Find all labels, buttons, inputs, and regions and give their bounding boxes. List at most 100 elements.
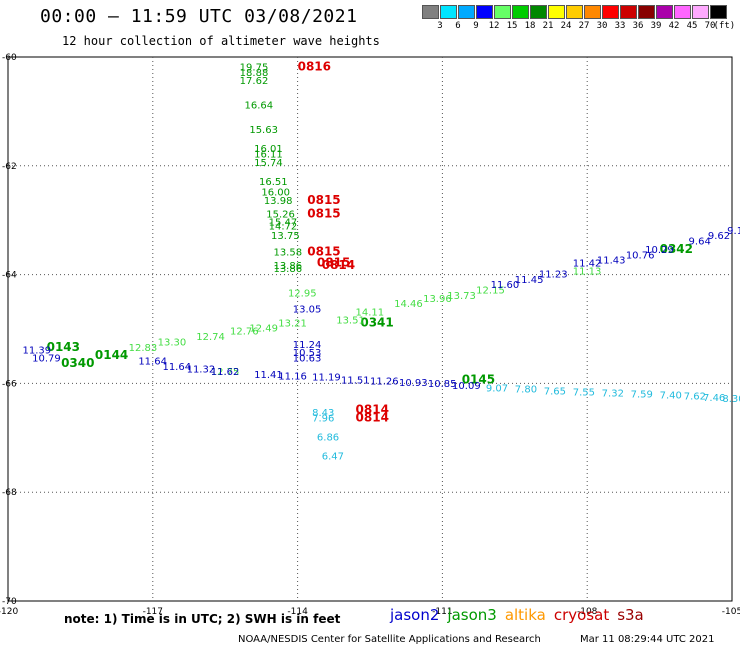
colorbar-tick: 24 <box>560 21 572 31</box>
colorbar-swatch <box>638 5 655 19</box>
wave-height-label: 11.26 <box>370 376 399 387</box>
wave-height-label: 10.76 <box>626 250 655 261</box>
wave-height-label: 13.30 <box>158 337 187 348</box>
wave-height-label: 11.23 <box>539 269 568 280</box>
wave-height-label: 14.72 <box>269 221 298 232</box>
wave-height-label: 13.51 <box>336 316 365 327</box>
wave-height-label: 11.32 <box>187 365 216 376</box>
wave-height-label: 10.53 <box>293 348 322 359</box>
colorbar-swatch <box>494 5 511 19</box>
wave-height-label: 13.05 <box>293 305 322 316</box>
page-title: 00:00 – 11:59 UTC 03/08/2021 <box>40 6 358 27</box>
wave-height-label: 8.43 <box>312 408 334 419</box>
colorbar-tick: 15 <box>506 21 518 31</box>
latitude-tick-label: -70 <box>2 597 17 607</box>
wave-height-label: 15.26 <box>266 209 295 220</box>
wave-height-label: 10.09 <box>452 381 481 392</box>
wave-height-label: 13.21 <box>278 318 307 329</box>
wave-height-label: 19.75 <box>240 63 269 74</box>
colorbar-tick: 30 <box>596 21 608 31</box>
colorbar-tick: 21 <box>542 21 554 31</box>
colorbar-swatch <box>620 5 637 19</box>
longitude-tick-label: -108 <box>577 607 598 617</box>
wave-height-label: 13.73 <box>447 291 476 302</box>
longitude-tick-label: -111 <box>432 607 452 617</box>
colorbar-swatch <box>674 5 691 19</box>
wave-height-label: 10.79 <box>32 354 61 365</box>
wave-height-label: 11.60 <box>491 280 520 291</box>
wave-height-label: 10.93 <box>399 378 428 389</box>
colorbar-tick: 3 <box>437 21 443 31</box>
footnote: note: 1) Time is in UTC; 2) SWH is in fe… <box>64 612 341 626</box>
wave-height-label: 14.11 <box>356 307 385 318</box>
wave-height-label: 9.62 <box>708 231 730 242</box>
wave-height-label: 15.47 <box>269 218 298 229</box>
wave-height-label: 9.64 <box>689 237 711 248</box>
pass-time-label: 0342 <box>660 242 693 256</box>
colorbar-swatch <box>422 5 439 19</box>
wave-height-label: 11.43 <box>597 256 626 267</box>
legend-entry: jason3 <box>447 606 497 624</box>
wave-height-label: 15.63 <box>249 125 278 136</box>
colorbar-tick: 12 <box>488 21 500 31</box>
colorbar-swatch <box>602 5 619 19</box>
wave-height-label: 7.80 <box>515 385 537 396</box>
colorbar-swatch <box>710 5 727 19</box>
colorbar-swatch <box>584 5 601 19</box>
colorbar-tick: 27 <box>578 21 590 31</box>
wave-height-label: 16.51 <box>259 177 288 188</box>
legend-entry: jason2 <box>390 606 440 624</box>
longitude-tick-label: -120 <box>0 607 18 617</box>
wave-height-label: 8.30 <box>722 394 740 405</box>
colorbar-swatch <box>458 5 475 19</box>
satellite-legend: jason2 jason3 altika cryosat s3a <box>390 606 652 624</box>
wave-height-label: 16.00 <box>261 188 290 199</box>
colorbar <box>422 5 728 19</box>
colorbar-ticks: 3 6 9 12 15 18 21 24 27 30 33 36 39 42 45 70 (ft) <box>422 21 740 33</box>
wave-height-label: 12.49 <box>249 324 278 335</box>
colorbar-tick: 45 <box>686 21 698 31</box>
wave-height-label: 12.75 <box>211 367 240 378</box>
wave-height-label: 11.51 <box>341 375 370 386</box>
timestamp-text: Mar 11 08:29:44 UTC 2021 <box>580 634 715 645</box>
colorbar-tick: 9 <box>473 21 479 31</box>
wave-height-label: 7.55 <box>573 387 595 398</box>
legend-entry: s3a <box>617 606 644 624</box>
longitude-tick-label: -117 <box>143 607 163 617</box>
latitude-tick-label: -66 <box>2 379 17 389</box>
wave-height-label: 6.47 <box>322 452 344 463</box>
wave-height-label: 11.62 <box>211 367 240 378</box>
colorbar-swatch <box>692 5 709 19</box>
wave-height-label: 13.86 <box>273 264 302 275</box>
wave-height-label: 12.76 <box>230 326 259 337</box>
pass-time-label: 0340 <box>61 356 94 370</box>
colorbar-tick: 6 <box>455 21 461 31</box>
wave-height-label: 12.74 <box>196 332 225 343</box>
colorbar-tick: 42 <box>668 21 680 31</box>
wave-height-label: 17.62 <box>240 76 269 87</box>
wave-height-label: 9.13 <box>727 226 740 237</box>
wave-height-label: 11.64 <box>162 362 191 373</box>
longitude-tick-label: -105 <box>722 607 740 617</box>
pass-time-label: 0814 <box>322 258 355 272</box>
pass-time-label: 0144 <box>95 348 128 362</box>
colorbar-tick: 36 <box>632 21 644 31</box>
wave-height-label: 13.96 <box>423 294 452 305</box>
wave-height-label: 11.16 <box>278 372 307 383</box>
wave-height-label: 7.62 <box>684 392 706 403</box>
wave-height-label: 12.83 <box>129 343 158 354</box>
wave-height-label: 11.45 <box>515 275 544 286</box>
latitude-tick-label: -64 <box>2 271 17 281</box>
wave-height-label: 11.24 <box>293 340 322 351</box>
wave-height-label: 11.13 <box>573 267 602 278</box>
credit-text: NOAA/NESDIS Center for Satellite Applica… <box>238 634 541 645</box>
pass-time-label: 0815 <box>317 255 350 269</box>
wave-height-label: 14.46 <box>394 299 423 310</box>
wave-height-label: 7.59 <box>631 390 653 401</box>
legend-entry: cryosat <box>553 606 610 624</box>
wave-height-label: 11.42 <box>573 258 602 269</box>
page-subtitle: 12 hour collection of altimeter wave hei… <box>62 34 380 48</box>
pass-time-label: 0814 <box>356 410 389 424</box>
wave-height-label: 10.85 <box>428 379 457 390</box>
